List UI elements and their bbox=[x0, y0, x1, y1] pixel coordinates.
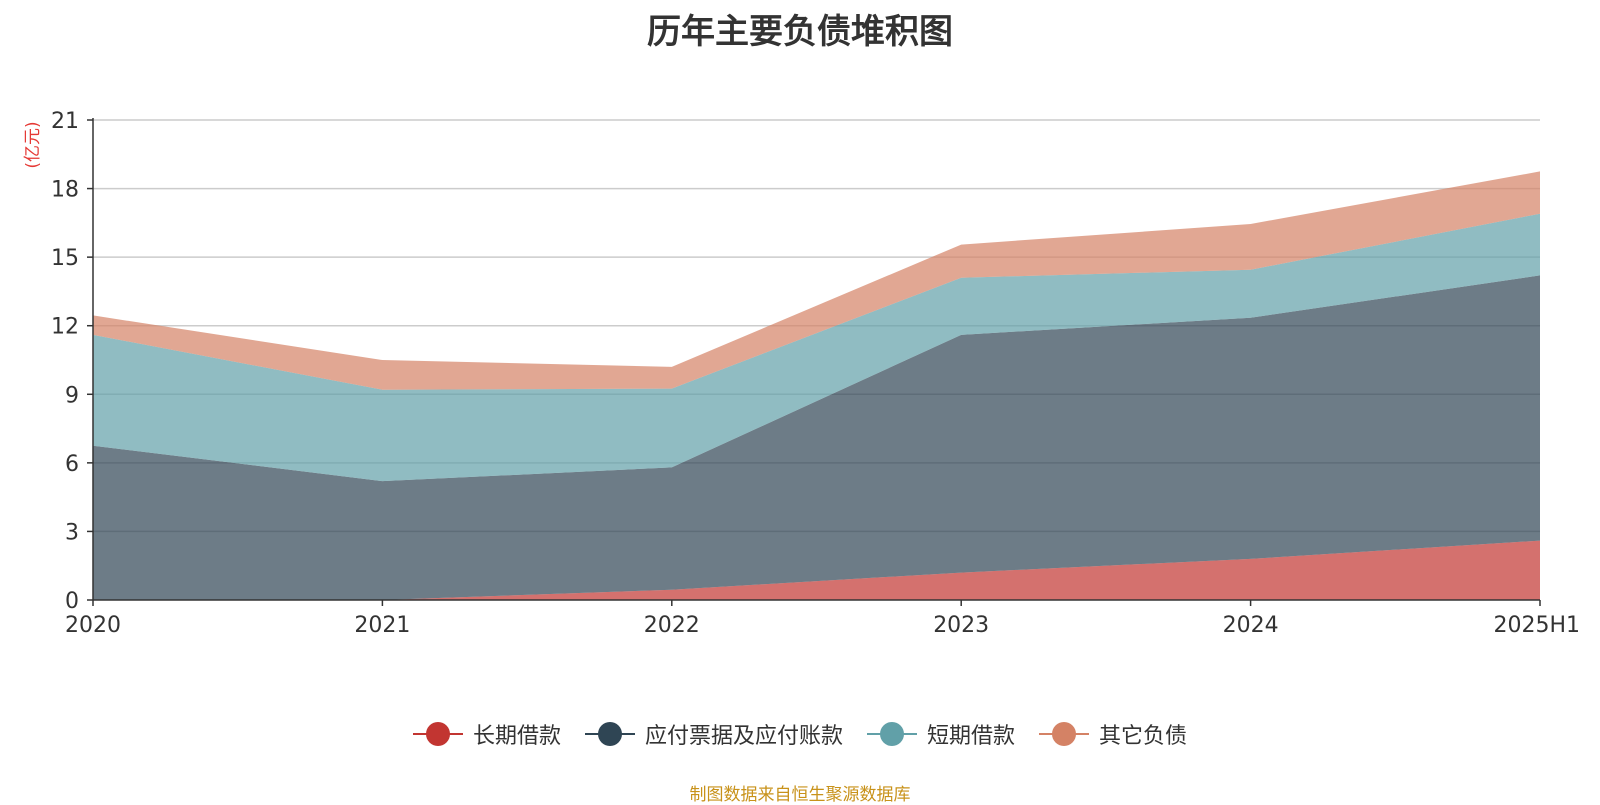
y-tick-label: 0 bbox=[65, 589, 79, 614]
y-tick-label: 21 bbox=[51, 109, 79, 134]
legend-label: 应付票据及应付账款 bbox=[644, 724, 843, 749]
x-tick-label: 2020 bbox=[65, 613, 121, 638]
x-tick-label: 2025H1 bbox=[1493, 613, 1580, 638]
y-tick-label: 6 bbox=[65, 452, 79, 477]
legend-marker-icon bbox=[412, 721, 463, 747]
legend-item[interactable]: 其它负债 bbox=[1039, 718, 1187, 750]
legend-label: 短期借款 bbox=[927, 724, 1016, 749]
y-tick-label: 9 bbox=[65, 383, 79, 408]
y-tick-label: 3 bbox=[65, 520, 79, 545]
x-tick-label: 2022 bbox=[644, 613, 700, 638]
x-tick-label: 2023 bbox=[933, 613, 989, 638]
y-axis-unit-label: (亿元) bbox=[23, 121, 43, 168]
legend-item[interactable]: 应付票据及应付账款 bbox=[584, 718, 843, 750]
area-series-2 bbox=[93, 275, 1540, 600]
chart-legend: 长期借款 应付票据及应付账款 短期借款 其它负债 bbox=[0, 718, 1600, 750]
x-tick-label: 2021 bbox=[354, 613, 410, 638]
x-tick-label: 2024 bbox=[1223, 613, 1279, 638]
legend-item[interactable]: 短期借款 bbox=[867, 718, 1015, 750]
legend-marker-icon bbox=[584, 721, 635, 747]
y-tick-label: 15 bbox=[51, 246, 79, 271]
y-tick-label: 18 bbox=[51, 178, 79, 203]
area-series-1 bbox=[93, 540, 1540, 600]
chart-title: 历年主要负债堆积图 bbox=[647, 12, 953, 52]
y-tick-label: 12 bbox=[51, 315, 79, 340]
area-series-3 bbox=[93, 213, 1540, 482]
legend-marker-icon bbox=[1039, 721, 1090, 747]
legend-label: 长期借款 bbox=[472, 724, 561, 749]
source-note: 制图数据来自恒生聚源数据库 bbox=[689, 785, 911, 805]
legend-label: 其它负债 bbox=[1099, 724, 1188, 749]
legend-marker-icon bbox=[867, 721, 917, 747]
legend-item[interactable]: 长期借款 bbox=[412, 718, 561, 750]
